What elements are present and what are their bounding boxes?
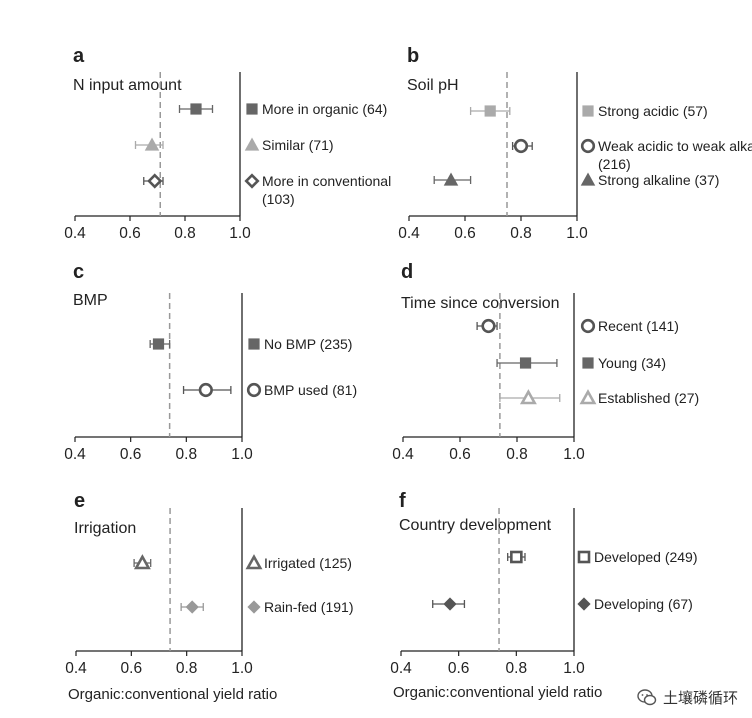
legend-label-line: More in conventional <box>262 173 391 189</box>
panel-letter: d <box>401 261 413 283</box>
legend-label: Recent (141) <box>598 318 679 334</box>
wechat-icon <box>637 688 657 705</box>
x-axis-label: Organic:conventional yield ratio <box>68 686 277 703</box>
legend-marker <box>244 173 260 189</box>
legend-marker <box>246 103 258 115</box>
panel-title: Soil pH <box>407 77 459 94</box>
data-point <box>185 600 199 614</box>
x-tick-label: 0.8 <box>506 660 528 677</box>
data-point <box>519 357 532 369</box>
panel-b: b Soil pH 0.4 0.6 0.8 1.0 Strong acidic (57) We… <box>398 45 752 242</box>
data-point <box>144 137 160 151</box>
panel-title: Country development <box>399 517 552 534</box>
data-point <box>510 550 523 564</box>
x-tick-label: 0.4 <box>398 225 420 242</box>
panel-letter: e <box>74 490 85 512</box>
legend-marker <box>580 138 596 154</box>
legend-marker <box>579 389 597 405</box>
panel-letter: f <box>399 490 406 512</box>
panel-f: f Country development 0.4 0.6 0.8 1.0 Develope… <box>390 490 697 701</box>
data-point <box>519 389 537 405</box>
x-tick-label: 0.4 <box>65 660 87 677</box>
x-tick-label: 0.6 <box>120 446 142 463</box>
legend-label: Rain-fed (191) <box>264 599 354 615</box>
panel-letter: b <box>407 45 419 67</box>
legend-label-line: (103) <box>262 191 295 207</box>
x-tick-label: 0.8 <box>174 225 196 242</box>
x-tick-label: 0.6 <box>119 225 141 242</box>
legend-label: No BMP (235) <box>264 336 352 352</box>
legend-marker <box>582 357 594 369</box>
legend-label: BMP used (81) <box>264 382 357 398</box>
panel-c: c BMP 0.4 0.6 0.8 1.0 No BMP (235) BMP used (81… <box>64 261 357 463</box>
panel-letter: a <box>73 45 85 67</box>
watermark: 土壤磷循环 <box>637 687 738 708</box>
x-tick-label: 0.4 <box>392 446 414 463</box>
legend-marker <box>247 600 261 614</box>
data-point <box>513 138 529 154</box>
legend-label: Strong acidic (57) <box>598 103 708 119</box>
legend-marker <box>244 137 260 151</box>
data-point <box>152 338 165 350</box>
x-tick-label: 0.8 <box>176 446 198 463</box>
x-tick-label: 1.0 <box>563 446 585 463</box>
legend-marker <box>580 172 596 186</box>
panel-title: Irrigation <box>74 520 136 537</box>
legend-label: More in conventional (103) <box>262 173 391 207</box>
legend-marker <box>248 338 260 350</box>
legend-marker <box>246 382 262 398</box>
panel-title: BMP <box>73 292 108 309</box>
legend-label: More in organic (64) <box>262 101 387 117</box>
data-point <box>443 172 459 186</box>
x-tick-label: 0.8 <box>506 446 528 463</box>
legend-marker <box>245 554 263 570</box>
panel-a: a N input amount 0.4 0.6 0.8 1.0 More in organ… <box>64 45 391 242</box>
legend-marker <box>580 318 596 334</box>
x-tick-label: 1.0 <box>229 225 251 242</box>
legend-label: Similar (71) <box>262 137 334 153</box>
x-tick-label: 0.6 <box>121 660 143 677</box>
x-tick-label: 1.0 <box>231 660 253 677</box>
legend-marker <box>577 550 591 564</box>
legend-marker <box>582 105 594 117</box>
x-axis-label: Organic:conventional yield ratio <box>393 684 602 701</box>
legend-label: Established (27) <box>598 390 699 406</box>
panel-d: d Time since conversion 0.4 0.6 0.8 1.0 Recent… <box>392 261 699 463</box>
x-tick-label: 0.4 <box>64 225 86 242</box>
x-tick-label: 0.4 <box>390 660 412 677</box>
x-tick-label: 0.6 <box>454 225 476 242</box>
panel-title: Time since conversion <box>401 295 560 312</box>
watermark-text: 土壤磷循环 <box>662 690 738 707</box>
x-tick-label: 1.0 <box>231 446 253 463</box>
panel-e: e Irrigation 0.4 0.6 0.8 1.0 Irrigated (125) Ra… <box>65 490 353 703</box>
x-tick-label: 0.8 <box>510 225 532 242</box>
x-tick-label: 1.0 <box>566 225 588 242</box>
legend-label: Weak acidic to weak alkaline (216) <box>598 138 752 172</box>
panel-letter: c <box>73 261 84 283</box>
legend-label: Developed (249) <box>594 549 698 565</box>
legend-marker <box>577 597 591 611</box>
panel-title: N input amount <box>73 77 182 94</box>
data-point <box>198 382 213 398</box>
x-tick-label: 0.4 <box>64 446 86 463</box>
data-point <box>484 105 496 117</box>
x-tick-label: 0.6 <box>448 660 470 677</box>
legend-label-line: Weak acidic to weak alkaline <box>598 138 752 154</box>
legend-label: Strong alkaline (37) <box>598 172 719 188</box>
data-point <box>133 554 151 570</box>
legend-label-line: (216) <box>598 156 631 172</box>
x-tick-label: 1.0 <box>563 660 585 677</box>
data-point <box>147 173 163 189</box>
legend-label: Developing (67) <box>594 596 693 612</box>
legend-label: Irrigated (125) <box>264 555 352 571</box>
data-point <box>190 103 202 115</box>
x-tick-label: 0.8 <box>176 660 198 677</box>
data-point <box>481 318 496 334</box>
data-point <box>443 597 457 611</box>
legend-label: Young (34) <box>598 355 666 371</box>
x-tick-label: 0.6 <box>449 446 471 463</box>
